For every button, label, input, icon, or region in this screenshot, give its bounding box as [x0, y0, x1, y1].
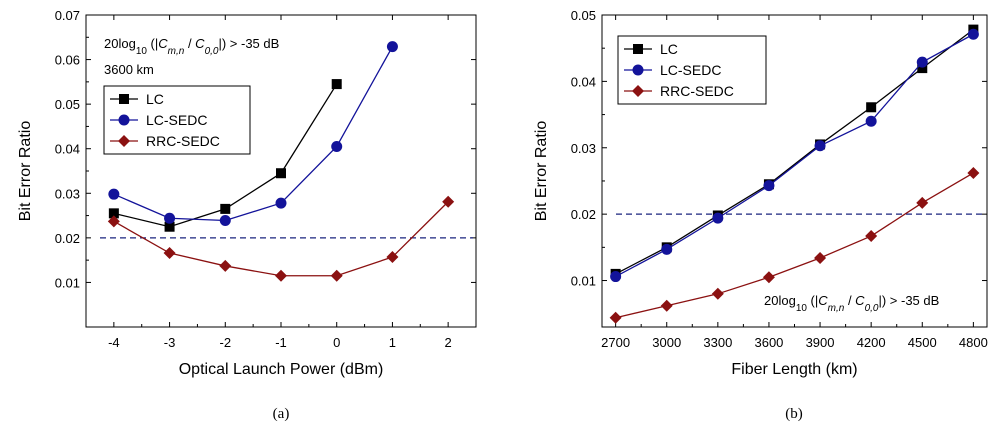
- chart-b-series-line-lc: [615, 29, 974, 275]
- chart-b-point-lc-sedc: [865, 115, 877, 127]
- chart-a-point-lc: [220, 203, 231, 214]
- chart-b-point-rrc-sedc: [865, 230, 878, 243]
- chart-b-x-tick-label: 2700: [601, 335, 630, 350]
- chart-a-point-lc-sedc: [219, 214, 231, 226]
- chart-b-point-rrc-sedc: [660, 299, 673, 312]
- chart-a-x-axis-title: Optical Launch Power (dBm): [179, 361, 384, 378]
- chart-b-x-tick-label: 3300: [703, 335, 732, 350]
- chart-a-point-rrc-sedc: [386, 251, 399, 264]
- chart-a-y-axis-title: Bit Error Ratio: [17, 121, 34, 222]
- chart-a-x-tick-label: 1: [389, 335, 396, 350]
- chart-a-point-lc: [108, 208, 119, 219]
- chart-a-point-rrc-sedc: [330, 269, 343, 282]
- chart-b-point-lc-sedc: [814, 140, 826, 152]
- chart-a-x-tick-label: 0: [333, 335, 340, 350]
- chart-b-annotation-formula: 20log10 (|Cm,n / C0,0|) > -35 dB: [764, 293, 939, 314]
- chart-b-point-lc: [866, 102, 877, 113]
- chart-b-point-lc-sedc: [763, 180, 775, 192]
- chart-b-legend-label-lc: LC: [660, 41, 678, 57]
- chart-b-x-tick-label: 3000: [652, 335, 681, 350]
- chart-b-point-lc-sedc: [967, 28, 979, 40]
- chart-b-series-line-lc-sedc: [615, 33, 974, 278]
- chart-a-point-lc-sedc: [275, 197, 287, 209]
- chart-b-y-axis-title: Bit Error Ratio: [533, 121, 550, 222]
- chart-a-x-tick-label: -2: [220, 335, 232, 350]
- chart-a-x-tick-label: -3: [164, 335, 176, 350]
- chart-a-y-tick-label: 0.05: [55, 97, 80, 112]
- chart-b-x-tick-label: 4800: [959, 335, 988, 350]
- chart-b-legend-marker-lc: [633, 44, 643, 54]
- chart-b-point-lc-sedc: [610, 271, 622, 283]
- chart-b-y-tick-label: 0.05: [571, 8, 596, 23]
- chart-b-x-axis-title: Fiber Length (km): [731, 361, 857, 378]
- chart-a-point-lc: [164, 221, 175, 232]
- chart-a-x-tick-label: -4: [108, 335, 120, 350]
- chart-a-y-tick-label: 0.02: [55, 231, 80, 246]
- chart-b-point-lc-sedc: [712, 212, 724, 224]
- chart-b-point-rrc-sedc: [609, 311, 622, 324]
- chart-a-y-tick-label: 0.03: [55, 186, 80, 201]
- chart-b-legend-marker-rrc-sedc: [632, 85, 644, 97]
- chart-a-legend-marker-lc-sedc: [118, 114, 130, 126]
- chart-a-point-lc-sedc: [164, 212, 176, 224]
- chart-a-legend-label-rrc-sedc: RRC-SEDC: [146, 133, 220, 149]
- chart-b-y-tick-label: 0.04: [571, 74, 596, 89]
- chart-a-point-rrc-sedc: [107, 215, 120, 228]
- chart-a-point-lc-sedc: [386, 41, 398, 53]
- chart-b-x-tick-label: 4500: [908, 335, 937, 350]
- chart-b-x-tick-label: 3600: [754, 335, 783, 350]
- chart-a-point-rrc-sedc: [163, 247, 176, 260]
- chart-a-point-rrc-sedc: [219, 259, 232, 272]
- chart-a-point-rrc-sedc: [275, 269, 287, 282]
- chart-a-legend-label-lc: LC: [146, 91, 164, 107]
- chart-b-point-rrc-sedc: [967, 166, 980, 179]
- chart-a-y-tick-label: 0.01: [55, 275, 80, 290]
- chart-b-y-tick-label: 0.02: [571, 207, 596, 222]
- chart-b-point-rrc-sedc: [762, 271, 775, 284]
- chart-b-y-tick-label: 0.01: [571, 274, 596, 289]
- chart-b-x-tick-label: 3900: [806, 335, 835, 350]
- chart-a-y-tick-label: 0.06: [55, 53, 80, 68]
- chart-b-point-lc: [917, 63, 928, 74]
- chart-a-x-tick-label: -1: [275, 335, 287, 350]
- chart-b-point-lc-sedc: [916, 56, 928, 68]
- chart-a-x-tick-label: 2: [445, 335, 452, 350]
- chart-b-point-lc-sedc: [661, 243, 673, 255]
- chart-panel-a: -4 -3 -2 -1 0 1 2 0.01 0.02 0.03 0.04 0.05 0.06 0.07 O…: [17, 8, 477, 422]
- chart-a-legend-marker-lc: [119, 94, 129, 104]
- chart-a-point-lc: [276, 168, 286, 179]
- chart-a-series-line-rrc-sedc: [113, 201, 449, 277]
- chart-b-legend-marker-lc-sedc: [632, 64, 644, 76]
- chart-a-y-tick-label: 0.07: [55, 8, 80, 23]
- chart-a-point-rrc-sedc: [442, 195, 455, 208]
- chart-b-caption: (b): [785, 406, 803, 422]
- chart-a-point-lc-sedc: [108, 188, 120, 200]
- chart-a-annotation-distance: 3600 km: [104, 62, 154, 77]
- chart-a-legend-label-lc-sedc: LC-SEDC: [146, 112, 207, 128]
- chart-a-annotation-formula: 20log10 (|Cm,n / C0,0|) > -35 dB: [104, 36, 279, 57]
- chart-a-legend-marker-rrc-sedc: [118, 135, 130, 147]
- chart-b-point-rrc-sedc: [916, 196, 929, 209]
- chart-b-legend-label-lc-sedc: LC-SEDC: [660, 62, 721, 78]
- chart-panel-b: 2700 3000 3300 3600 3900 4200 4500 4800 0.01 0.02…: [533, 8, 988, 422]
- chart-b-y-tick-label: 0.03: [571, 141, 596, 156]
- chart-b-x-tick-label: 4200: [857, 335, 886, 350]
- chart-b-point-rrc-sedc: [711, 287, 724, 300]
- chart-b-series-line-rrc-sedc: [615, 172, 974, 319]
- chart-a-point-lc: [331, 79, 342, 90]
- chart-a-caption: (a): [273, 406, 290, 422]
- chart-b-point-rrc-sedc: [814, 251, 827, 264]
- chart-a-y-tick-label: 0.04: [55, 142, 80, 157]
- chart-b-legend-label-rrc-sedc: RRC-SEDC: [660, 83, 734, 99]
- chart-a-point-lc-sedc: [331, 140, 343, 152]
- chart-a-series-line-lc-sedc: [113, 46, 393, 222]
